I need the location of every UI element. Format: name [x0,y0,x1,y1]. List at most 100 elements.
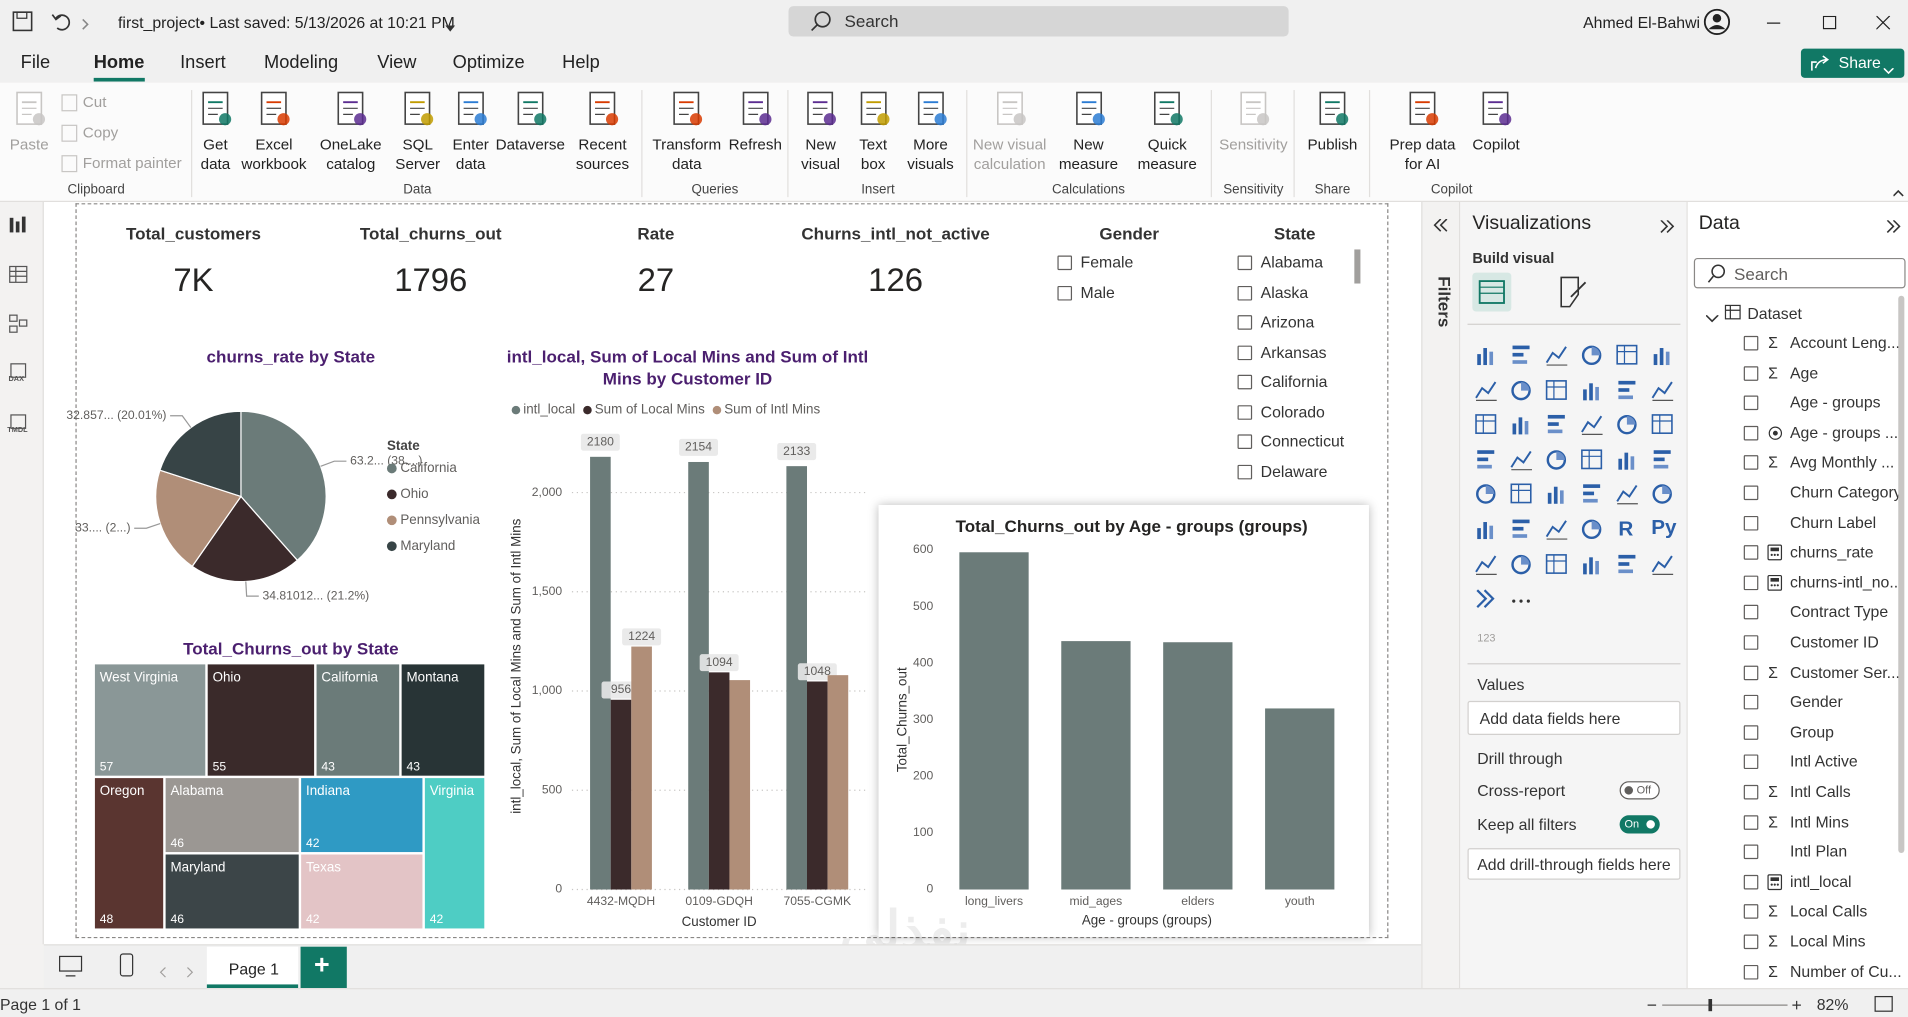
ribbon-button[interactable]: Recent sources [565,90,640,180]
slicer-checkbox[interactable] [1057,285,1073,300]
field-name[interactable]: Churn Category [1789,483,1902,502]
field-checkbox[interactable] [1743,665,1759,680]
viz-icon[interactable] [1581,482,1604,511]
save-icon[interactable] [12,11,34,39]
viz-icon[interactable] [1616,378,1639,407]
field-name[interactable]: intl_local [1789,872,1852,891]
menu-tab[interactable]: Modeling [264,52,339,74]
field-checkbox[interactable] [1743,365,1759,381]
undo-icon[interactable] [51,11,73,39]
table-name[interactable]: Dataset [1747,304,1802,323]
table-chevron[interactable] [1705,308,1719,330]
viz-icon[interactable] [1475,448,1498,477]
viz-icon[interactable] [1475,378,1498,407]
field-checkbox[interactable] [1743,695,1759,710]
viz-icon[interactable] [1475,517,1498,546]
ribbon-button[interactable]: Publish [1307,90,1357,180]
field-name[interactable]: Age [1789,363,1819,382]
viz-icon[interactable] [1651,552,1674,581]
field-name[interactable]: churns-intl_no... [1789,572,1903,592]
slicer-item[interactable]: Arizona [1260,312,1315,331]
field-checkbox[interactable] [1743,545,1759,560]
viz-icon[interactable] [1475,343,1498,372]
viz-icon[interactable] [1510,343,1533,372]
field-checkbox[interactable] [1743,754,1759,770]
viz-icon[interactable] [1581,343,1604,372]
field-checkbox[interactable] [1743,874,1759,890]
ribbon-button[interactable]: Transform data [648,90,726,180]
field-checkbox[interactable] [1743,784,1759,800]
field-checkbox[interactable] [1743,455,1759,471]
ribbon-button[interactable]: Text box [850,90,896,180]
field-name[interactable]: Customer Ser... [1789,662,1900,681]
viz-icon[interactable] [1545,378,1568,407]
viz-icon[interactable] [1581,378,1604,407]
field-checkbox[interactable] [1743,904,1759,920]
field-name[interactable]: Contract Type [1789,602,1889,622]
format-visual-tab[interactable] [1556,275,1590,315]
field-name[interactable]: Group [1789,722,1834,741]
viz-icon[interactable] [1510,552,1533,581]
model-view-icon[interactable] [9,314,28,340]
ribbon-button[interactable]: Quick measure [1128,90,1206,180]
data-search[interactable]: Search [1693,257,1906,289]
nav-doc-icon[interactable] [10,363,28,385]
viz-icon[interactable] [1545,413,1568,442]
slicer-item[interactable]: Delaware [1260,461,1328,481]
viz-icon[interactable] [1545,517,1568,546]
menu-tab[interactable]: Home [93,52,145,74]
values-well[interactable] [1467,700,1681,735]
drill-well[interactable] [1467,848,1681,880]
slicer-checkbox[interactable] [1237,315,1253,330]
viz-icon[interactable] [1581,448,1604,477]
field-name[interactable]: Gender [1789,692,1843,711]
field-checkbox[interactable] [1743,515,1759,531]
slicer-checkbox[interactable] [1237,404,1253,420]
slicer-item[interactable]: Female [1080,253,1134,272]
viz-icon[interactable] [1581,517,1604,546]
menu-tab[interactable]: Insert [180,52,226,74]
ribbon-button[interactable]: Dataverse [496,90,565,180]
slicer-item[interactable]: Alaska [1260,282,1309,302]
slicer-item[interactable]: Male [1080,282,1115,302]
viz-icon[interactable] [1581,413,1604,442]
slicer-item[interactable]: Alabama [1260,253,1324,272]
close-button[interactable] [1875,15,1891,37]
ribbon-button[interactable]: Enter data [446,90,496,180]
redo-icon[interactable] [80,15,92,38]
field-name[interactable]: Intl Mins [1789,812,1849,831]
field-name[interactable]: Intl Active [1789,752,1858,771]
field-name[interactable]: Local Mins [1789,932,1866,951]
page-tab[interactable] [206,946,299,989]
viz-icon[interactable] [1510,517,1533,546]
viz-icon[interactable] [1581,552,1604,581]
slicer-checkbox[interactable] [1237,285,1253,300]
field-checkbox[interactable] [1743,575,1759,590]
slicer-checkbox[interactable] [1237,434,1253,450]
field-name[interactable]: Intl Plan [1789,842,1848,861]
viz-icon[interactable] [1475,482,1498,511]
ribbon-button[interactable]: SQL Server [390,90,446,180]
slicer-item[interactable]: Colorado [1260,402,1325,421]
viz-icon[interactable] [1651,413,1674,442]
menu-tab[interactable]: Optimize [452,52,525,74]
page-tab-label[interactable]: Page 1 [228,960,279,979]
save-dropdown[interactable] [445,17,456,39]
field-checkbox[interactable] [1743,844,1759,860]
ribbon-button[interactable]: Prep data for AI [1384,90,1462,180]
viz-icon[interactable] [1545,343,1568,372]
field-checkbox[interactable] [1743,425,1759,441]
field-checkbox[interactable] [1743,485,1759,501]
menu-tab[interactable]: Help [562,52,600,74]
ribbon-button[interactable]: Get data [195,90,236,180]
viz-icon[interactable] [1651,343,1674,372]
data-collapse[interactable] [1886,218,1901,240]
page-next[interactable] [186,963,194,985]
table-view-icon[interactable] [9,265,28,291]
field-checkbox[interactable] [1743,814,1759,830]
cross-report-toggle[interactable] [1619,781,1660,800]
field-checkbox[interactable] [1743,635,1759,650]
menu-tab[interactable]: File [20,52,51,74]
ribbon-button[interactable]: Excel workbook [236,90,312,180]
slicer-checkbox[interactable] [1057,255,1073,271]
